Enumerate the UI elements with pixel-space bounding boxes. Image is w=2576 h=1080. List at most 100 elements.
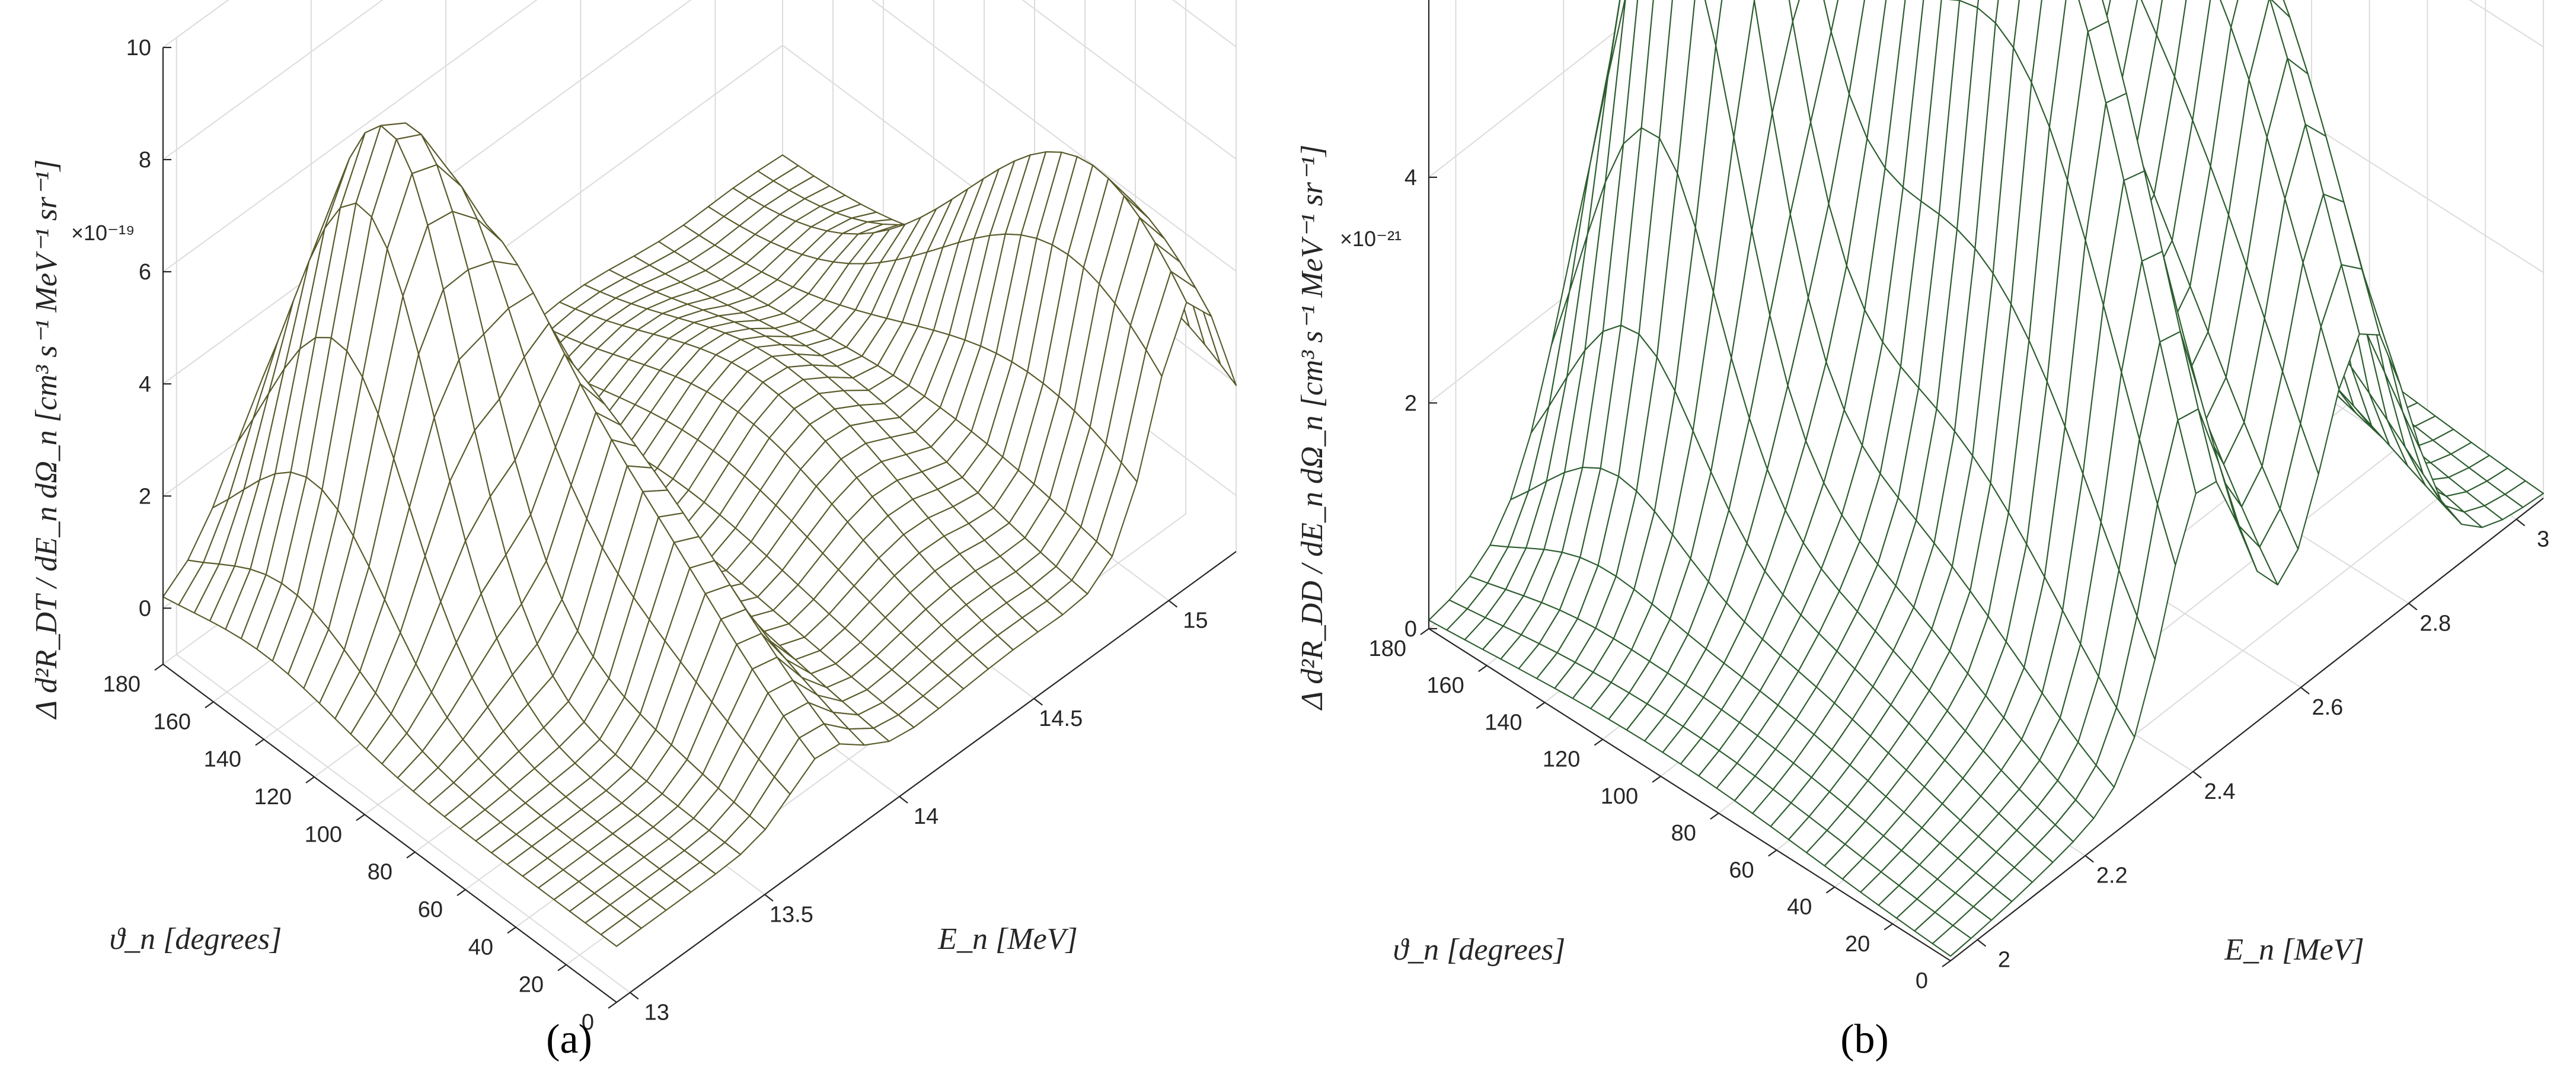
x-tick-mark (2085, 855, 2094, 863)
y-tick-mark (457, 889, 466, 896)
y-tick-mark (1594, 738, 1603, 746)
x-tick-mark (899, 796, 908, 804)
y-axis-label: ϑ_n [degrees] (1393, 933, 1566, 967)
panel-label: (a) (546, 1017, 592, 1062)
z-tick-label: 0 (139, 596, 151, 621)
y-tick-mark (1884, 923, 1893, 931)
z-exponent-label: ×10⁻¹⁹ (71, 221, 135, 245)
z-axis-label: Δ d²R_DT / dE_n dΩ_n [cm³ s⁻¹ MeV⁻¹ sr⁻¹… (30, 160, 63, 720)
y-tick-label: 40 (468, 935, 493, 960)
y-axis-label: ϑ_n [degrees] (110, 922, 282, 956)
z-tick-label: 8 (139, 148, 151, 173)
y-tick-mark (557, 964, 567, 971)
surface-cell (2220, 0, 2239, 28)
x-axis-line (616, 551, 1237, 1003)
wall-grid-line (162, 0, 1237, 160)
surface-cell (600, 916, 642, 947)
x-tick-mark (1977, 939, 1987, 947)
y-tick-mark (255, 738, 264, 746)
y-tick-label: 60 (1729, 858, 1754, 883)
x-tick-label: 15 (1183, 609, 1208, 633)
y-tick-mark (1710, 813, 1719, 820)
y-tick-mark (507, 926, 516, 934)
surface-plot-dd: 22.22.42.62.8302040608010012014016018002… (1295, 0, 2549, 1062)
x-tick-label: 2.8 (2419, 611, 2451, 636)
y-tick-label: 180 (1369, 636, 1406, 661)
surface-mesh (1428, 0, 2545, 957)
x-tick-label: 3 (2537, 527, 2549, 552)
y-tick-label: 20 (1845, 932, 1870, 957)
y-tick-label: 100 (305, 822, 342, 847)
x-tick-label: 14 (914, 804, 939, 829)
y-tick-mark (406, 851, 416, 859)
y-tick-mark (1652, 775, 1661, 783)
y-tick-mark (1768, 849, 1777, 857)
x-tick-mark (2192, 771, 2202, 779)
x-tick-mark (1033, 697, 1043, 706)
x-tick-label: 2.4 (2204, 779, 2236, 804)
y-tick-label: 180 (103, 672, 141, 697)
y-tick-label: 0 (1916, 969, 1928, 993)
y-tick-mark (608, 1002, 617, 1009)
axes: 13 13.5 14 14.5 15 0 20 40 60 80 100 120 140 160 180 0 2… (30, 36, 1237, 1035)
x-tick-mark (2516, 518, 2526, 527)
surface-cell (1788, 0, 1800, 23)
y-tick-label: 140 (204, 747, 241, 772)
y-tick-label: 120 (1543, 747, 1580, 772)
y-tick-mark (305, 776, 315, 783)
y-tick-label: 120 (254, 785, 292, 810)
y-tick-label: 0 (582, 1010, 594, 1035)
x-tick-label: 2 (1998, 948, 2010, 973)
wall-grid-line (162, 0, 1237, 273)
z-tick-label: 4 (139, 372, 151, 397)
wall-grid-line (162, 0, 229, 48)
y-tick-mark (356, 814, 365, 821)
x-axis-label: E_n [MeV] (937, 922, 1077, 956)
x-tick-label: 2.2 (2096, 864, 2128, 888)
surface-cell (1932, 925, 1972, 957)
y-tick-label: 160 (1426, 673, 1464, 698)
z-tick-label: 0 (1404, 617, 1417, 642)
z-exponent-label: ×10⁻²¹ (1340, 227, 1402, 251)
x-tick-mark (2300, 687, 2310, 694)
axes: 22.22.42.62.8302040608010012014016018002… (1295, 0, 2549, 993)
z-axis-label: Δ d²R_DD / dE_n dΩ_n [cm³ s⁻¹ MeV⁻¹ sr⁻¹… (1295, 145, 1329, 711)
y-axis-line (1428, 628, 1951, 961)
y-tick-label: 80 (368, 860, 392, 885)
y-tick-mark (1942, 960, 1951, 967)
surface-cell (1704, 0, 1723, 47)
x-tick-mark (1168, 600, 1178, 608)
z-tick-label: 6 (139, 260, 151, 285)
y-tick-mark (1536, 702, 1546, 709)
y-tick-mark (1478, 665, 1487, 673)
y-tick-label: 140 (1485, 710, 1522, 735)
x-tick-mark (764, 894, 774, 902)
y-tick-label: 80 (1671, 821, 1696, 846)
z-tick-label: 4 (1404, 165, 1417, 190)
y-tick-mark (205, 701, 214, 709)
surface-mesh (162, 122, 1237, 947)
x-tick-mark (2408, 603, 2418, 611)
x-tick-label: 14.5 (1039, 706, 1083, 731)
panel-label: (b) (1840, 1017, 1889, 1062)
y-tick-label: 20 (519, 973, 544, 998)
z-tick-label: 2 (1404, 391, 1417, 416)
y-axis-line (162, 664, 617, 1003)
z-tick-label: 10 (126, 36, 151, 60)
y-tick-label: 100 (1601, 784, 1638, 809)
y-tick-label: 160 (154, 709, 191, 734)
wall-top-edge (162, 0, 229, 48)
surface-cell (1823, 0, 1839, 33)
y-tick-mark (154, 664, 164, 671)
y-tick-label: 40 (1787, 895, 1812, 920)
floor-grid-line (176, 654, 631, 993)
x-axis-label: E_n [MeV] (2224, 933, 2364, 967)
x-axis-line (1950, 498, 2544, 961)
y-tick-mark (1825, 886, 1836, 894)
y-tick-mark (1420, 628, 1429, 635)
x-tick-label: 13.5 (770, 902, 813, 927)
y-tick-label: 60 (418, 897, 443, 922)
x-tick-label: 2.6 (2312, 695, 2343, 720)
x-tick-label: 13 (644, 1000, 669, 1025)
